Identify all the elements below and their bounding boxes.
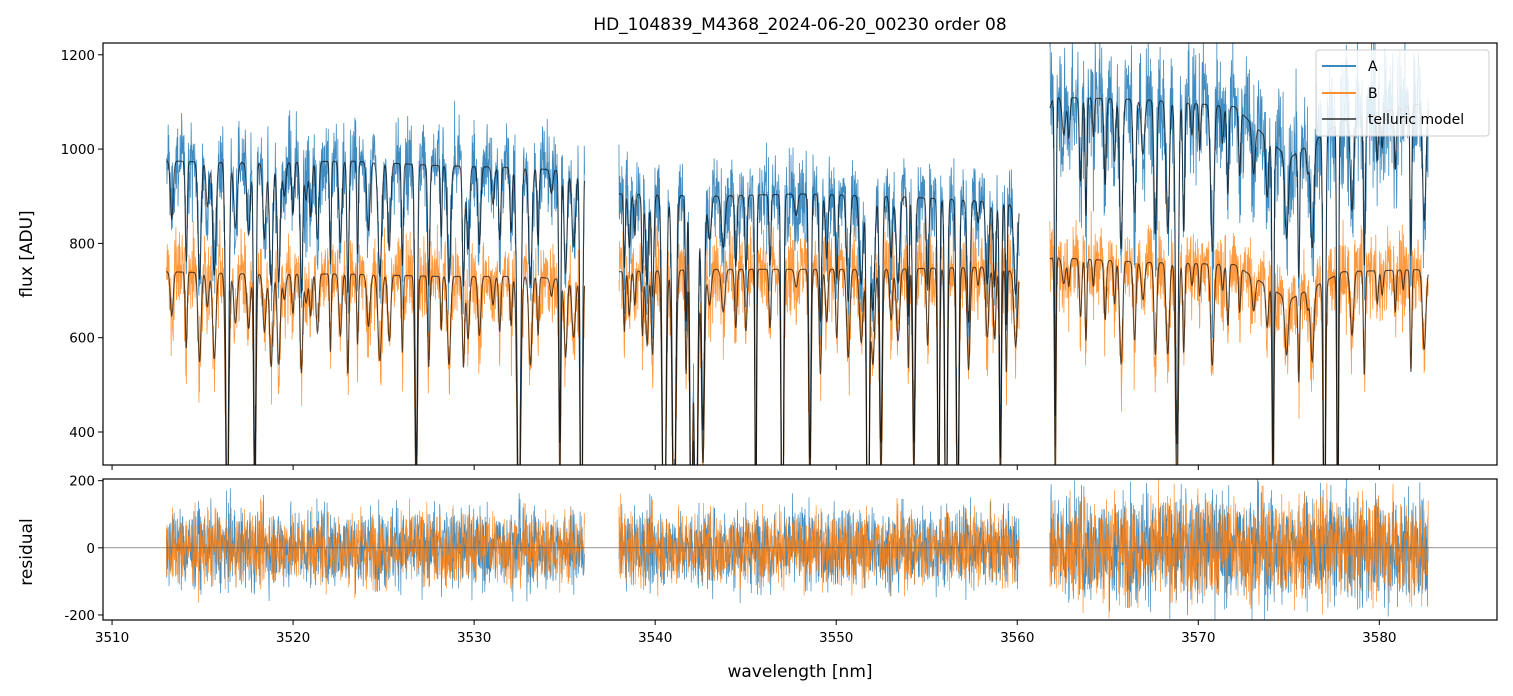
x-tick-label: 3550 [819,630,853,646]
residual-x-ticks: 3510 3520 3530 3540 3550 3560 3570 3580 [95,620,1397,646]
x-tick-label: 3510 [95,630,129,646]
telluric-model-a-seg1 [166,160,586,465]
residual-y-tick-label: 0 [86,541,95,557]
telluric-model-b-seg2 [618,266,1020,465]
x-tick-label: 3520 [276,630,310,646]
x-tick-label: 3570 [1181,630,1215,646]
telluric-model-a-seg2 [618,193,1020,465]
flux-y-tick-label: 1200 [61,48,95,64]
chart-title: HD_104839_M4368_2024-06-20_00230 order 0… [593,15,1006,35]
x-tick-label: 3560 [1000,630,1034,646]
residual-panel: -200 0 200 3510 3520 3530 3540 3550 3560 3570 358… [17,474,1498,682]
x-axis-label: wavelength [nm] [727,662,872,682]
residual-plot-area [103,479,1497,620]
legend-label-b: B [1368,86,1378,102]
residual-b-seg1 [166,498,585,603]
flux-plot-area [165,43,1429,465]
flux-y-tick-label: 1000 [61,142,95,158]
residual-y-tick-label: 200 [69,474,95,490]
flux-panel: 400 600 800 1000 1200 flux [ADU] A B telluri… [17,42,1498,470]
flux-x-ticks [111,465,1380,470]
flux-y-label: flux [ADU] [17,210,37,297]
x-tick-label: 3530 [457,630,491,646]
x-tick-label: 3580 [1362,630,1396,646]
residual-y-label: residual [17,518,37,585]
flux-y-ticks: 400 600 800 1000 1200 [61,48,103,441]
telluric-model-b-seg1 [166,271,586,465]
legend-label-a: A [1368,59,1378,75]
residual-b-seg2 [618,493,1020,597]
legend-label-telluric: telluric model [1368,112,1464,128]
residual-y-tick-label: -200 [64,608,95,624]
x-tick-label: 3540 [638,630,672,646]
legend-box [1315,49,1490,137]
flux-y-tick-label: 400 [69,425,95,441]
telluric-model-a-seg3 [1049,97,1429,465]
flux-y-tick-label: 600 [69,331,95,347]
telluric-model-b-seg3 [1049,257,1429,465]
residual-axes-frame [102,478,1498,621]
residual-b-seg3 [1049,479,1429,619]
residual-y-ticks: -200 0 200 [64,474,103,624]
flux-y-tick-label: 800 [69,236,95,252]
legend: A B telluric model [1315,49,1490,137]
flux-axes-frame [102,42,1498,466]
